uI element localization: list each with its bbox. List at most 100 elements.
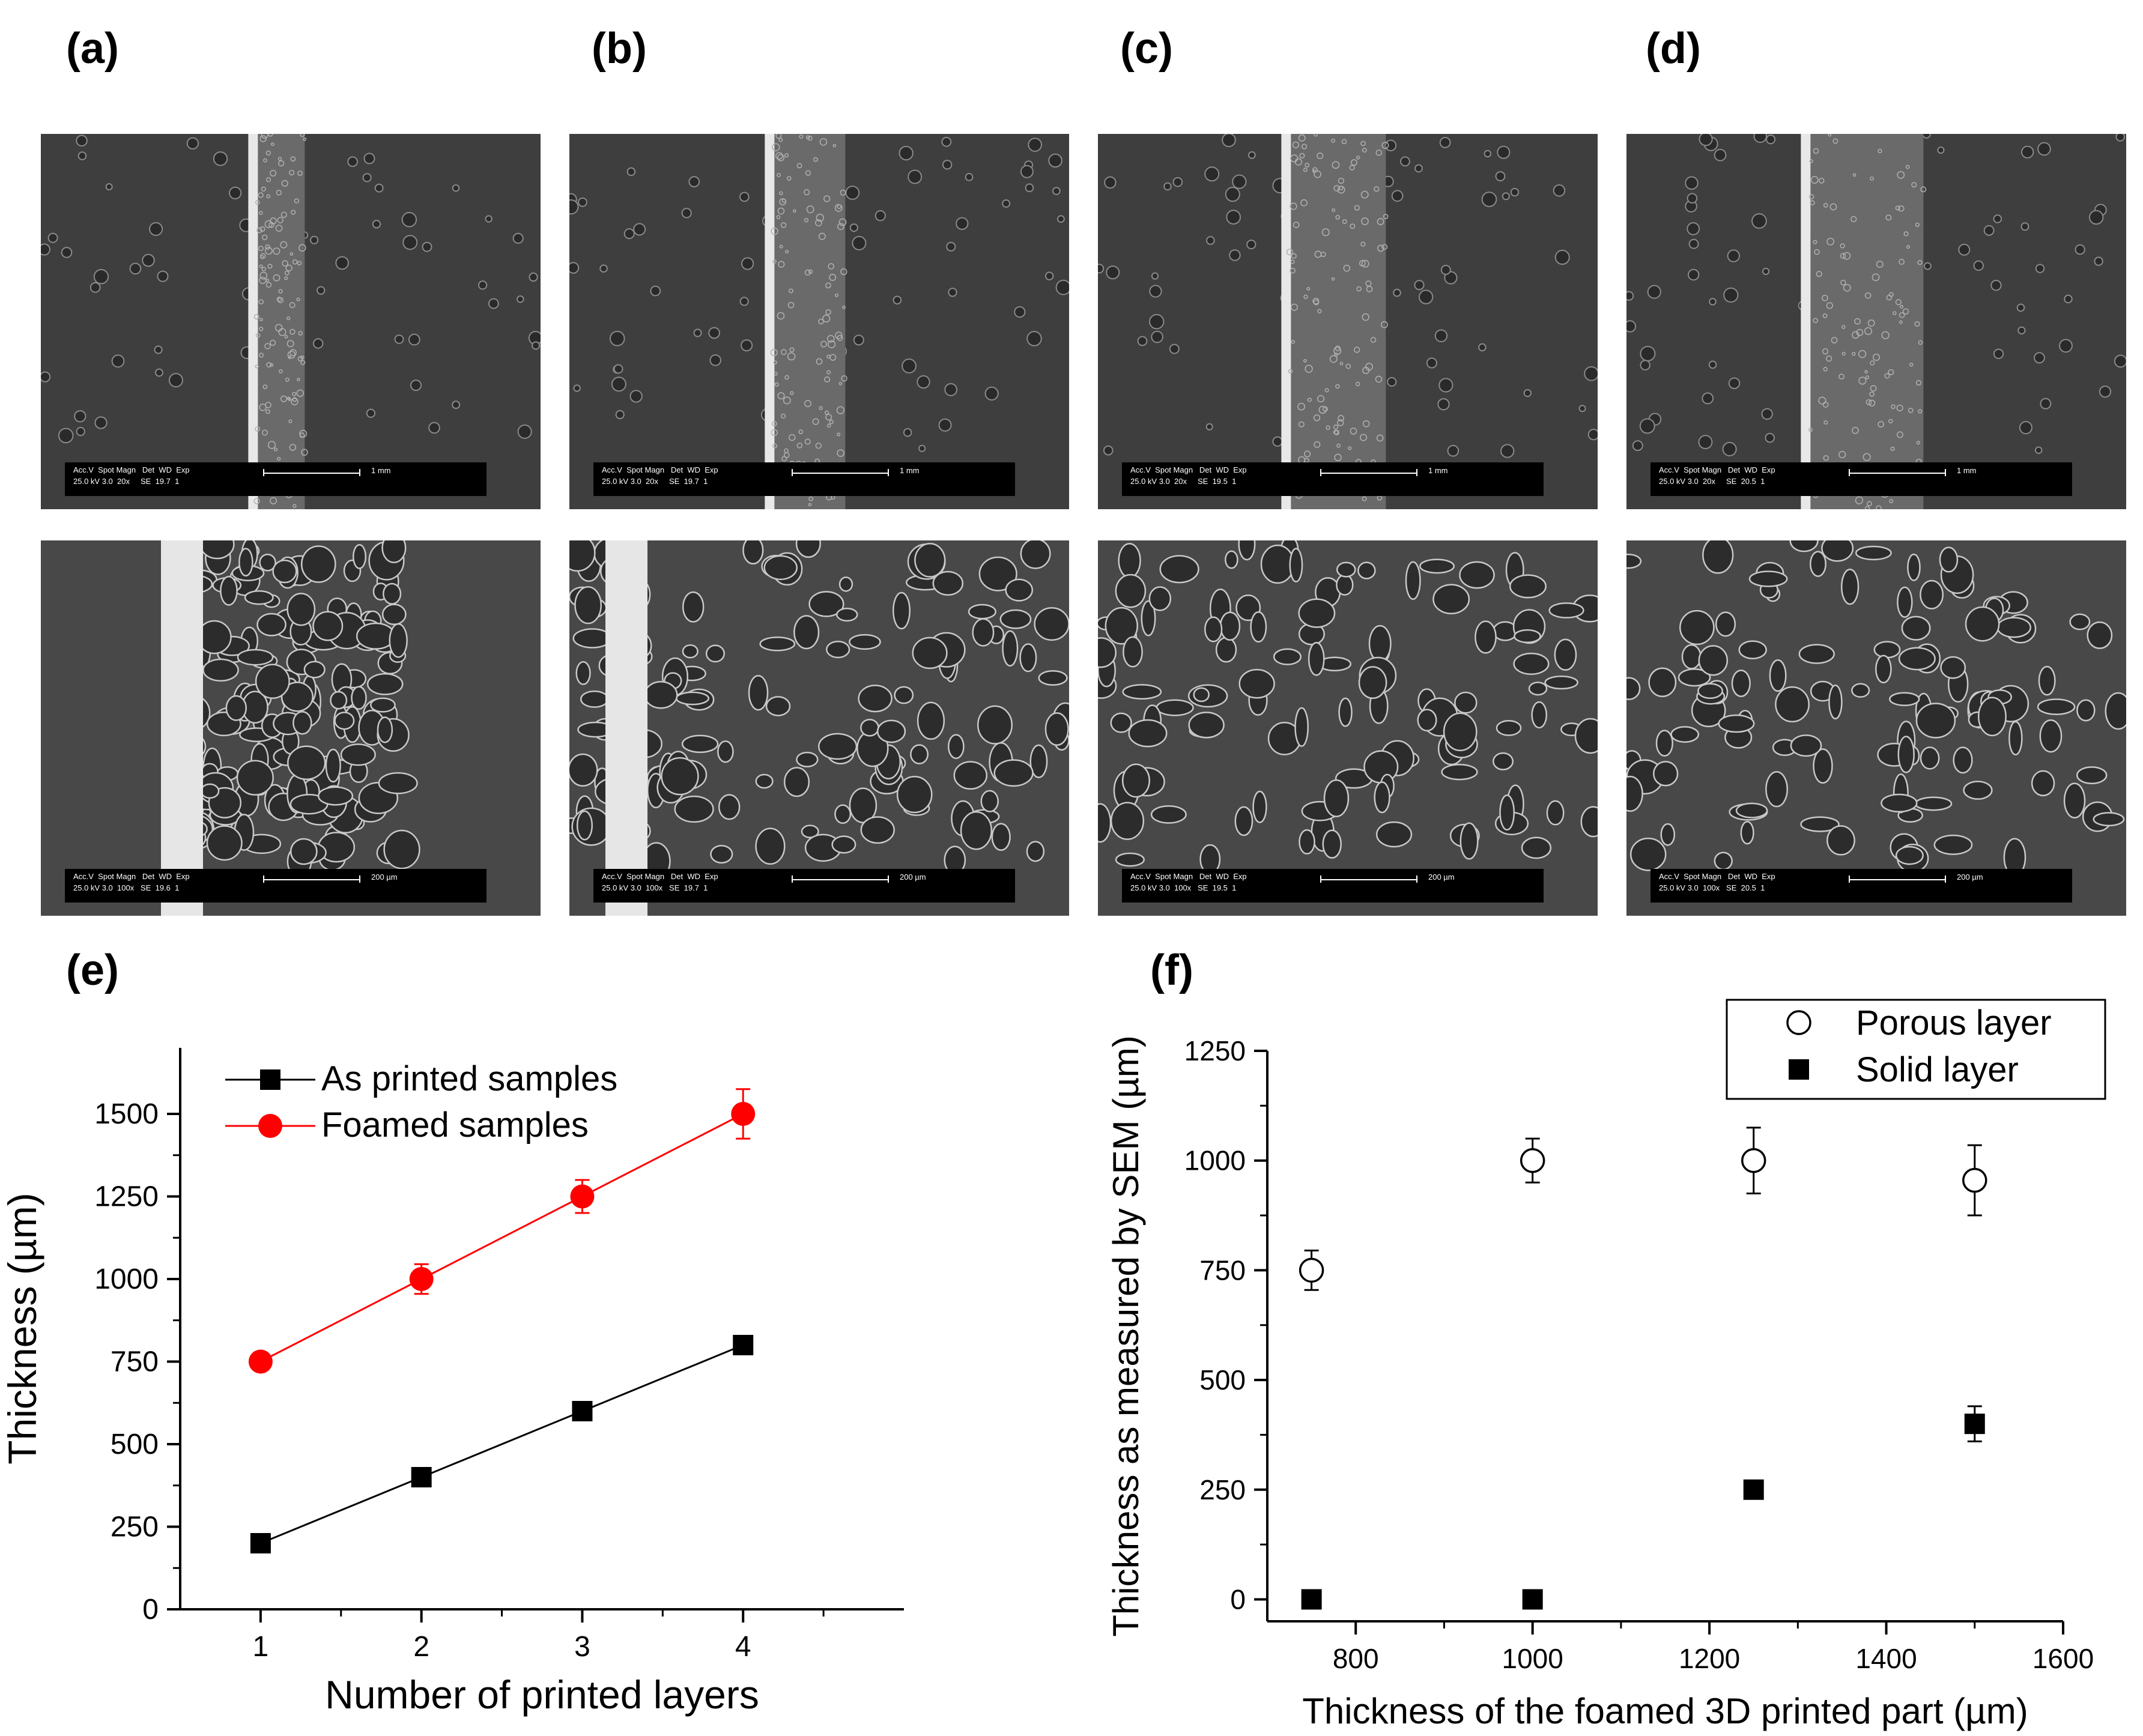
sem-info-row1: Acc.V Spot Magn Det WD Exp bbox=[602, 465, 718, 474]
chart-e-x-axis-label: Number of printed layers bbox=[325, 1672, 759, 1717]
chart-e-legend-marker bbox=[260, 1069, 280, 1090]
chart-f-legend-marker bbox=[1789, 1059, 1809, 1080]
scale-bar bbox=[1849, 879, 1945, 880]
chart-e-point bbox=[411, 1467, 432, 1487]
scale-bar-cap bbox=[359, 469, 360, 476]
chart-e-y-tick-label: 1250 bbox=[94, 1181, 159, 1213]
chart-f-x-tick-label: 800 bbox=[1333, 1643, 1379, 1674]
chart-f-y-tick-label: 1250 bbox=[1184, 1035, 1246, 1066]
chart-f bbox=[1254, 999, 2106, 1635]
scale-bar bbox=[792, 473, 888, 474]
sem-info-row2: 25.0 kV 3.0 100x SE 19.7 1 bbox=[602, 883, 708, 892]
scale-bar-cap bbox=[1320, 876, 1321, 883]
chart-f-x-tick-label: 1000 bbox=[1502, 1643, 1563, 1674]
scale-bar-label: 1 mm bbox=[1428, 466, 1448, 475]
scale-bar-cap bbox=[792, 469, 793, 476]
chart-e-point bbox=[733, 1335, 754, 1355]
sem-image-a-top: Acc.V Spot Magn Det WD Exp 25.0 kV 3.0 20… bbox=[41, 134, 541, 509]
scale-bar bbox=[1849, 473, 1945, 474]
sem-info-row1: Acc.V Spot Magn Det WD Exp bbox=[1659, 465, 1775, 474]
scale-bar-cap bbox=[263, 469, 264, 476]
sem-info-row1: Acc.V Spot Magn Det WD Exp bbox=[1659, 872, 1775, 881]
sem-info-bar: Acc.V Spot Magn Det WD Exp 25.0 kV 3.0 20… bbox=[65, 462, 486, 496]
sem-info-row2: 25.0 kV 3.0 100x SE 19.6 1 bbox=[73, 883, 180, 892]
scale-bar-cap bbox=[1320, 469, 1321, 476]
chart-f-y-tick-label: 750 bbox=[1199, 1254, 1246, 1286]
scale-bar-cap bbox=[888, 469, 889, 476]
sem-image-b-bottom: Acc.V Spot Magn Det WD Exp 25.0 kV 3.0 10… bbox=[569, 540, 1069, 916]
sem-info-bar: Acc.V Spot Magn Det WD Exp 25.0 kV 3.0 10… bbox=[65, 869, 486, 903]
chart-f-legend-label: Solid layer bbox=[1856, 1050, 2019, 1089]
chart-e-x-tick-label: 3 bbox=[574, 1631, 590, 1663]
chart-f-point bbox=[1962, 1167, 1987, 1193]
chart-f-point bbox=[1522, 1589, 1543, 1610]
chart-f-y-tick-label: 0 bbox=[1230, 1583, 1246, 1615]
chart-f-point bbox=[1301, 1589, 1322, 1610]
sem-image-b-top: Acc.V Spot Magn Det WD Exp 25.0 kV 3.0 20… bbox=[569, 134, 1069, 509]
sem-info-row1: Acc.V Spot Magn Det WD Exp bbox=[1130, 872, 1247, 881]
chart-f-y-tick-label: 1000 bbox=[1184, 1145, 1246, 1176]
chart-f-legend-label: Porous layer bbox=[1856, 1003, 2052, 1042]
chart-e-legend-marker bbox=[258, 1114, 282, 1138]
scale-bar bbox=[792, 879, 888, 880]
chart-e-y-tick-label: 750 bbox=[111, 1346, 159, 1378]
scale-bar-cap bbox=[1416, 876, 1417, 883]
chart-e-point bbox=[248, 1349, 273, 1374]
chart-f-legend-marker bbox=[1786, 1010, 1811, 1035]
scale-bar-cap bbox=[1849, 469, 1850, 476]
chart-f-y-tick-label: 250 bbox=[1199, 1474, 1246, 1505]
chart-f-point bbox=[1520, 1148, 1545, 1173]
panel-label-b: (b) bbox=[592, 25, 647, 73]
sem-info-row1: Acc.V Spot Magn Det WD Exp bbox=[73, 872, 190, 881]
chart-e-y-tick-label: 0 bbox=[142, 1594, 159, 1626]
scale-bar bbox=[1320, 879, 1416, 880]
sem-info-row2: 25.0 kV 3.0 100x SE 20.5 1 bbox=[1659, 883, 1765, 892]
chart-f-x-axis-label: Thickness of the foamed 3D printed part … bbox=[1302, 1691, 2028, 1731]
scale-bar-cap bbox=[1945, 876, 1946, 883]
chart-e-legend-label: As printed samples bbox=[321, 1059, 617, 1098]
chart-f-point bbox=[1743, 1479, 1764, 1500]
sem-info-bar: Acc.V Spot Magn Det WD Exp 25.0 kV 3.0 10… bbox=[1650, 869, 2072, 903]
sem-image-d-bottom: Acc.V Spot Magn Det WD Exp 25.0 kV 3.0 10… bbox=[1626, 540, 2126, 916]
chart-e-point bbox=[731, 1102, 756, 1126]
scale-bar-label: 200 µm bbox=[1957, 873, 1983, 882]
scale-bar-label: 200 µm bbox=[1428, 873, 1455, 882]
chart-e-point bbox=[570, 1184, 595, 1209]
sem-info-row1: Acc.V Spot Magn Det WD Exp bbox=[602, 872, 718, 881]
chart-e-y-tick-label: 250 bbox=[111, 1511, 159, 1543]
scale-bar-label: 1 mm bbox=[1957, 466, 1977, 475]
chart-f-x-tick-label: 1200 bbox=[1679, 1643, 1740, 1674]
sem-info-bar: Acc.V Spot Magn Det WD Exp 25.0 kV 3.0 20… bbox=[1122, 462, 1544, 496]
scale-bar-label: 1 mm bbox=[371, 466, 391, 475]
panel-label-d: (d) bbox=[1646, 25, 1701, 73]
scale-bar-cap bbox=[1945, 469, 1946, 476]
scale-bar-cap bbox=[1416, 469, 1417, 476]
panel-label-c: (c) bbox=[1120, 25, 1173, 73]
sem-info-row2: 25.0 kV 3.0 20x SE 19.5 1 bbox=[1130, 477, 1237, 486]
sem-image-a-bottom: Acc.V Spot Magn Det WD Exp 25.0 kV 3.0 10… bbox=[41, 540, 541, 916]
sem-image-c-top: Acc.V Spot Magn Det WD Exp 25.0 kV 3.0 20… bbox=[1098, 134, 1598, 509]
chart-e-x-tick-label: 4 bbox=[735, 1631, 751, 1663]
scale-bar-label: 200 µm bbox=[900, 873, 926, 882]
scale-bar bbox=[263, 473, 359, 474]
sem-info-bar: Acc.V Spot Magn Det WD Exp 25.0 kV 3.0 20… bbox=[1650, 462, 2072, 496]
chart-e-x-tick-label: 2 bbox=[413, 1631, 429, 1663]
scale-bar-cap bbox=[888, 876, 889, 883]
chart-f-y-tick-label: 500 bbox=[1199, 1364, 1246, 1396]
chart-e-point bbox=[250, 1533, 271, 1553]
chart-e-series-line bbox=[260, 1344, 744, 1544]
chart-e-point bbox=[409, 1267, 434, 1291]
chart-f-point bbox=[1741, 1148, 1766, 1173]
chart-f-y-axis-label: Thickness as measured by SEM (µm) bbox=[1106, 1035, 1146, 1637]
sem-info-row2: 25.0 kV 3.0 20x SE 19.7 1 bbox=[73, 477, 180, 486]
chart-f-legend-frame bbox=[1726, 999, 2106, 1100]
chart-e-y-axis-label: Thickness (µm) bbox=[0, 1193, 44, 1464]
chart-f-point bbox=[1964, 1414, 1985, 1435]
sem-image-d-top: Acc.V Spot Magn Det WD Exp 25.0 kV 3.0 20… bbox=[1626, 134, 2126, 509]
chart-e-series-line bbox=[260, 1113, 744, 1362]
sem-info-row2: 25.0 kV 3.0 20x SE 19.7 1 bbox=[602, 477, 708, 486]
scale-bar-cap bbox=[792, 876, 793, 883]
scale-bar-cap bbox=[359, 876, 360, 883]
sem-info-bar: Acc.V Spot Magn Det WD Exp 25.0 kV 3.0 10… bbox=[1122, 869, 1544, 903]
scale-bar-cap bbox=[263, 876, 264, 883]
